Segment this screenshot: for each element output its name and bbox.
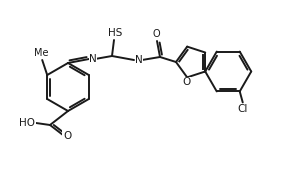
Text: N: N <box>89 54 97 64</box>
Text: O: O <box>63 131 71 141</box>
Text: Cl: Cl <box>238 104 248 114</box>
Text: O: O <box>182 77 190 87</box>
Text: HS: HS <box>108 28 122 38</box>
Text: O: O <box>152 29 160 39</box>
Text: N: N <box>135 55 143 65</box>
Text: HO: HO <box>19 118 35 128</box>
Text: Me: Me <box>34 48 48 58</box>
